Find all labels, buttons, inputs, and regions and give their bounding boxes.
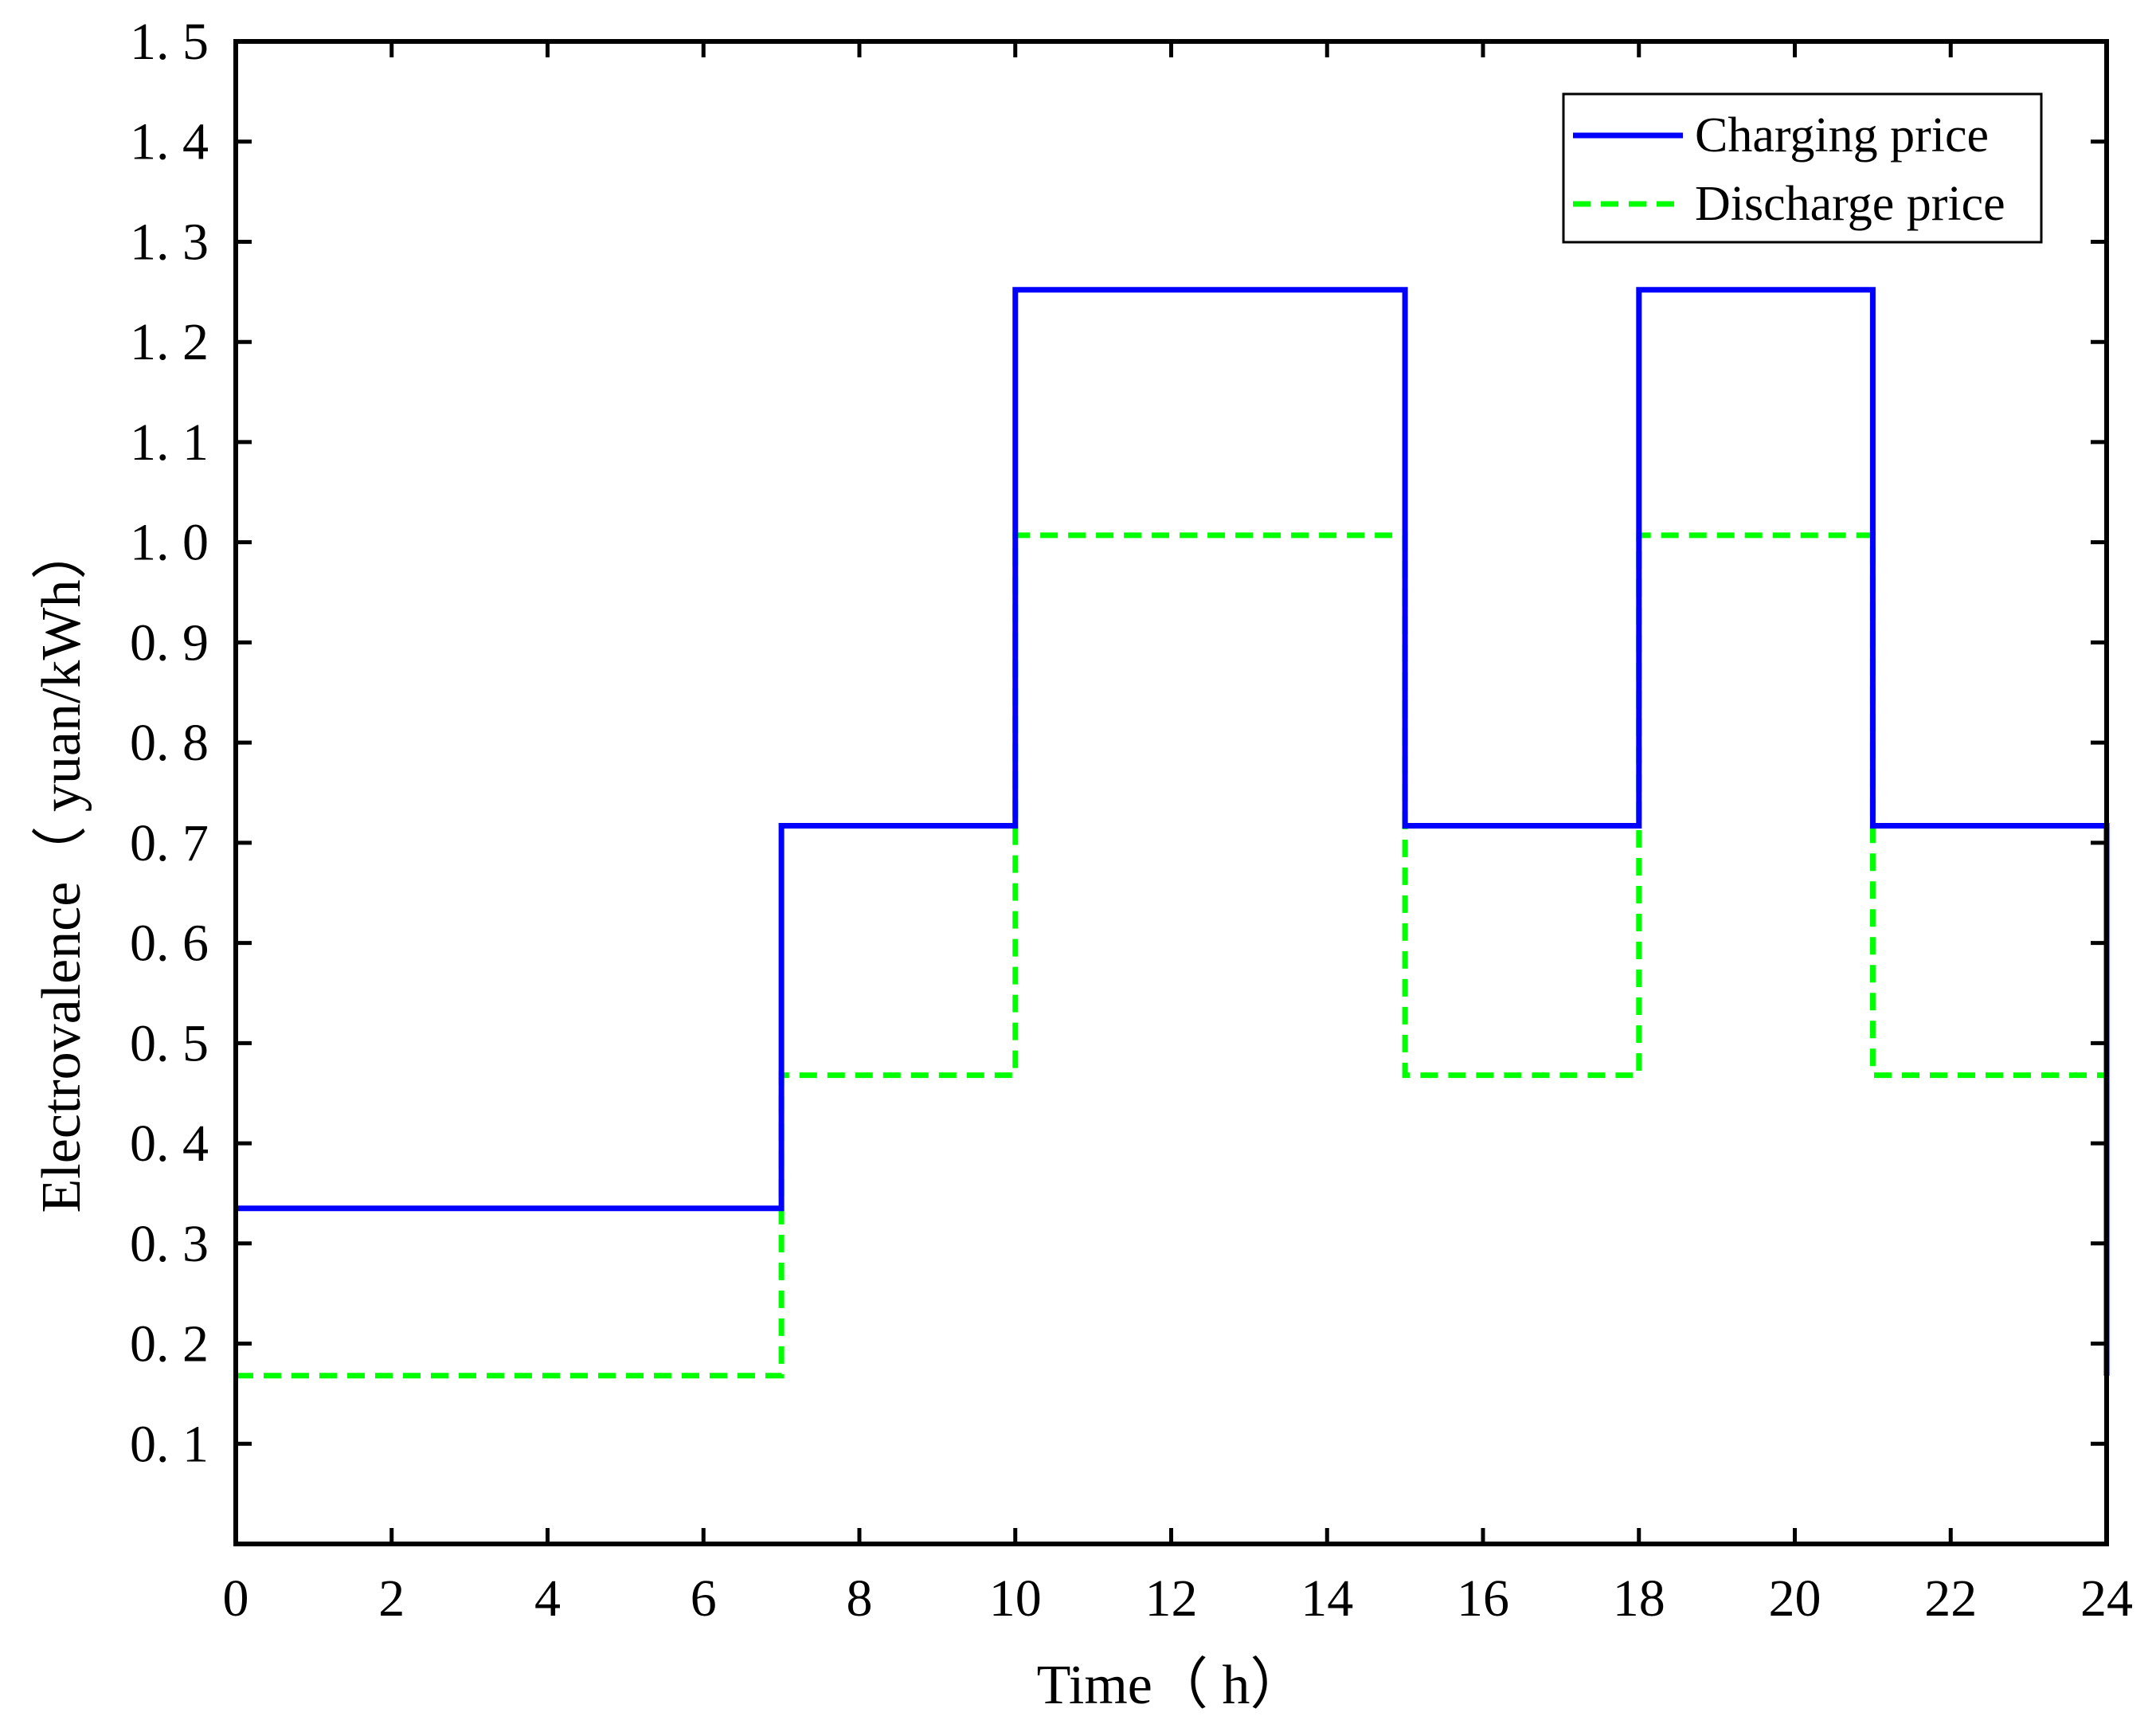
y-tick-label: 0. 4	[130, 1115, 209, 1173]
y-tick-label: 0. 1	[130, 1415, 209, 1473]
y-tick-label: 0. 6	[130, 915, 209, 973]
x-tick-label: 4	[534, 1569, 561, 1628]
y-tick-label: 0. 7	[130, 814, 209, 872]
y-tick-label: 0. 8	[130, 714, 209, 772]
x-tick-label: 0	[223, 1569, 249, 1628]
x-tick-label: 20	[1769, 1569, 1821, 1628]
y-tick-label: 0. 3	[130, 1215, 209, 1273]
series-line-charging-price	[236, 287, 2110, 1376]
legend-label-discharge-price: Discharge price	[1695, 177, 2005, 231]
y-tick-label: 1. 5	[130, 13, 209, 71]
y-tick-label: 1. 3	[130, 213, 209, 271]
y-tick-label: 1. 0	[130, 514, 209, 572]
y-tick-label: 1. 4	[130, 113, 209, 171]
x-tick-label: 24	[2080, 1569, 2133, 1628]
x-tick-label: 10	[989, 1569, 1042, 1628]
x-tick-label: 18	[1613, 1569, 1665, 1628]
legend-label-charging-price: Charging price	[1695, 108, 1989, 163]
x-tick-label: 6	[691, 1569, 717, 1628]
y-tick-label: 0. 9	[130, 613, 209, 672]
tick-layer: 0 2 4 6 8 10 12 14 16 18 20 22 240. 10. 20. 30. 40. …	[130, 13, 2133, 1628]
y-tick-label: 1. 2	[130, 313, 209, 371]
x-tick-label: 8	[847, 1569, 873, 1628]
x-tick-label: 14	[1301, 1569, 1353, 1628]
x-tick-label: 22	[1924, 1569, 1977, 1628]
y-axis-title: Electrovalence（ yuan/kWh）	[31, 524, 92, 1213]
y-tick-label: 0. 5	[130, 1014, 209, 1072]
x-axis-title: Time（ h）	[1037, 1655, 1306, 1716]
legend: Charging price Discharge price	[1562, 92, 2043, 244]
x-tick-label: 16	[1457, 1569, 1509, 1628]
legend-box	[1562, 92, 2043, 244]
y-tick-label: 1. 1	[130, 413, 209, 472]
y-tick-label: 0. 2	[130, 1315, 209, 1373]
series-layer	[236, 287, 2110, 1379]
x-tick-label: 12	[1145, 1569, 1198, 1628]
x-tick-label: 2	[378, 1569, 405, 1628]
